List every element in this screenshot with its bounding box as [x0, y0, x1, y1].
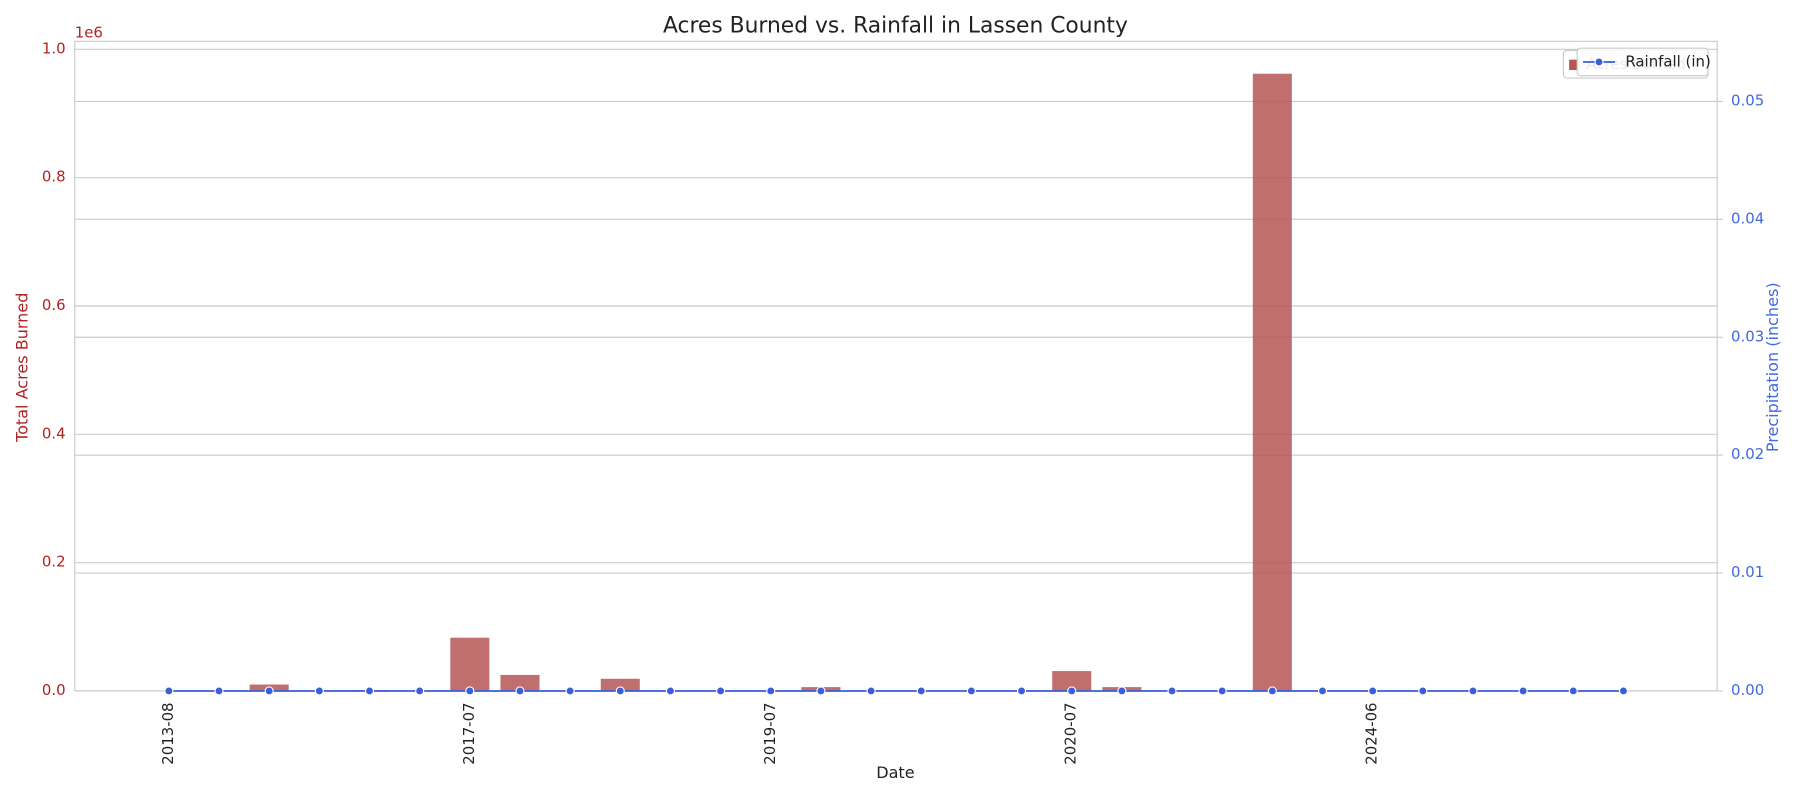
y2-tick-label: 0.04: [1731, 209, 1764, 227]
rainfall-marker: [515, 686, 525, 696]
rainfall-marker: [966, 686, 976, 696]
y2-tick-label: 0.01: [1731, 563, 1764, 581]
bar: [500, 674, 540, 691]
rainfall-marker: [766, 686, 776, 696]
y-tick-label: 0.2: [42, 553, 66, 571]
y2-axis-label: Precipitation (inches): [1763, 282, 1782, 452]
rainfall-marker: [1117, 686, 1127, 696]
rainfall-marker: [1368, 686, 1378, 696]
rainfall-marker: [1217, 686, 1227, 696]
plot-frame: [74, 40, 1718, 692]
rainfall-marker: [1618, 686, 1629, 696]
bar: [450, 637, 490, 691]
y-offset-label: 1e6: [75, 23, 103, 41]
rainfall-marker: [565, 686, 575, 696]
rainfall-marker: [1418, 686, 1428, 696]
bar: [1052, 671, 1092, 691]
rainfall-marker: [1067, 686, 1077, 696]
y-tick-label: 1.0: [42, 39, 66, 57]
legend-swatch: [1569, 59, 1580, 71]
rainfall-marker: [615, 686, 625, 696]
x-tick-label: 2013-08: [159, 702, 177, 764]
x-axis-label: Date: [876, 763, 914, 782]
rainfall-marker: [1468, 686, 1478, 696]
rainfall-marker: [164, 686, 174, 696]
x-tick-label: 2017-07: [460, 702, 478, 764]
rainfall-marker: [1518, 686, 1528, 696]
chart-title: Acres Burned vs. Rainfall in Lassen Coun…: [663, 13, 1128, 38]
rainfall-marker: [364, 686, 375, 696]
y2-tick-label: 0.03: [1731, 327, 1764, 345]
legend-box: [1576, 47, 1709, 77]
y2-tick-label: 0.00: [1731, 681, 1764, 699]
rainfall-marker: [816, 686, 826, 696]
y2-tick-label: 0.02: [1731, 445, 1764, 463]
y2-tick-label: 0.05: [1731, 91, 1764, 109]
rainfall-marker: [1267, 686, 1277, 696]
rainfall-marker: [415, 686, 425, 696]
rainfall-marker: [1016, 686, 1027, 696]
bar: [1252, 73, 1292, 691]
y-tick-label: 0.6: [42, 296, 66, 314]
x-tick-label: 2024-06: [1363, 702, 1381, 764]
rainfall-marker: [1167, 686, 1177, 696]
y-axis-label: Total Acres Burned: [13, 293, 32, 443]
rainfall-marker: [314, 686, 324, 696]
legend-marker: [1594, 57, 1604, 67]
rainfall-marker: [1568, 686, 1578, 696]
rainfall-marker: [1317, 686, 1328, 696]
x-tick-label: 2019-07: [761, 702, 779, 764]
rainfall-marker: [665, 686, 676, 696]
rainfall-marker: [866, 686, 876, 696]
rainfall-marker: [916, 686, 926, 696]
y-tick-label: 0.4: [42, 424, 66, 442]
rainfall-marker: [214, 686, 224, 696]
rainfall-marker: [264, 686, 274, 696]
x-tick-label: 2020-07: [1062, 702, 1080, 764]
rainfall-marker: [465, 686, 475, 696]
legend-label: Rainfall (in): [1625, 53, 1710, 71]
y-tick-label: 0.0: [42, 681, 66, 699]
rainfall-marker: [716, 686, 726, 696]
bar: [600, 678, 640, 691]
y-tick-label: 0.8: [42, 168, 66, 186]
